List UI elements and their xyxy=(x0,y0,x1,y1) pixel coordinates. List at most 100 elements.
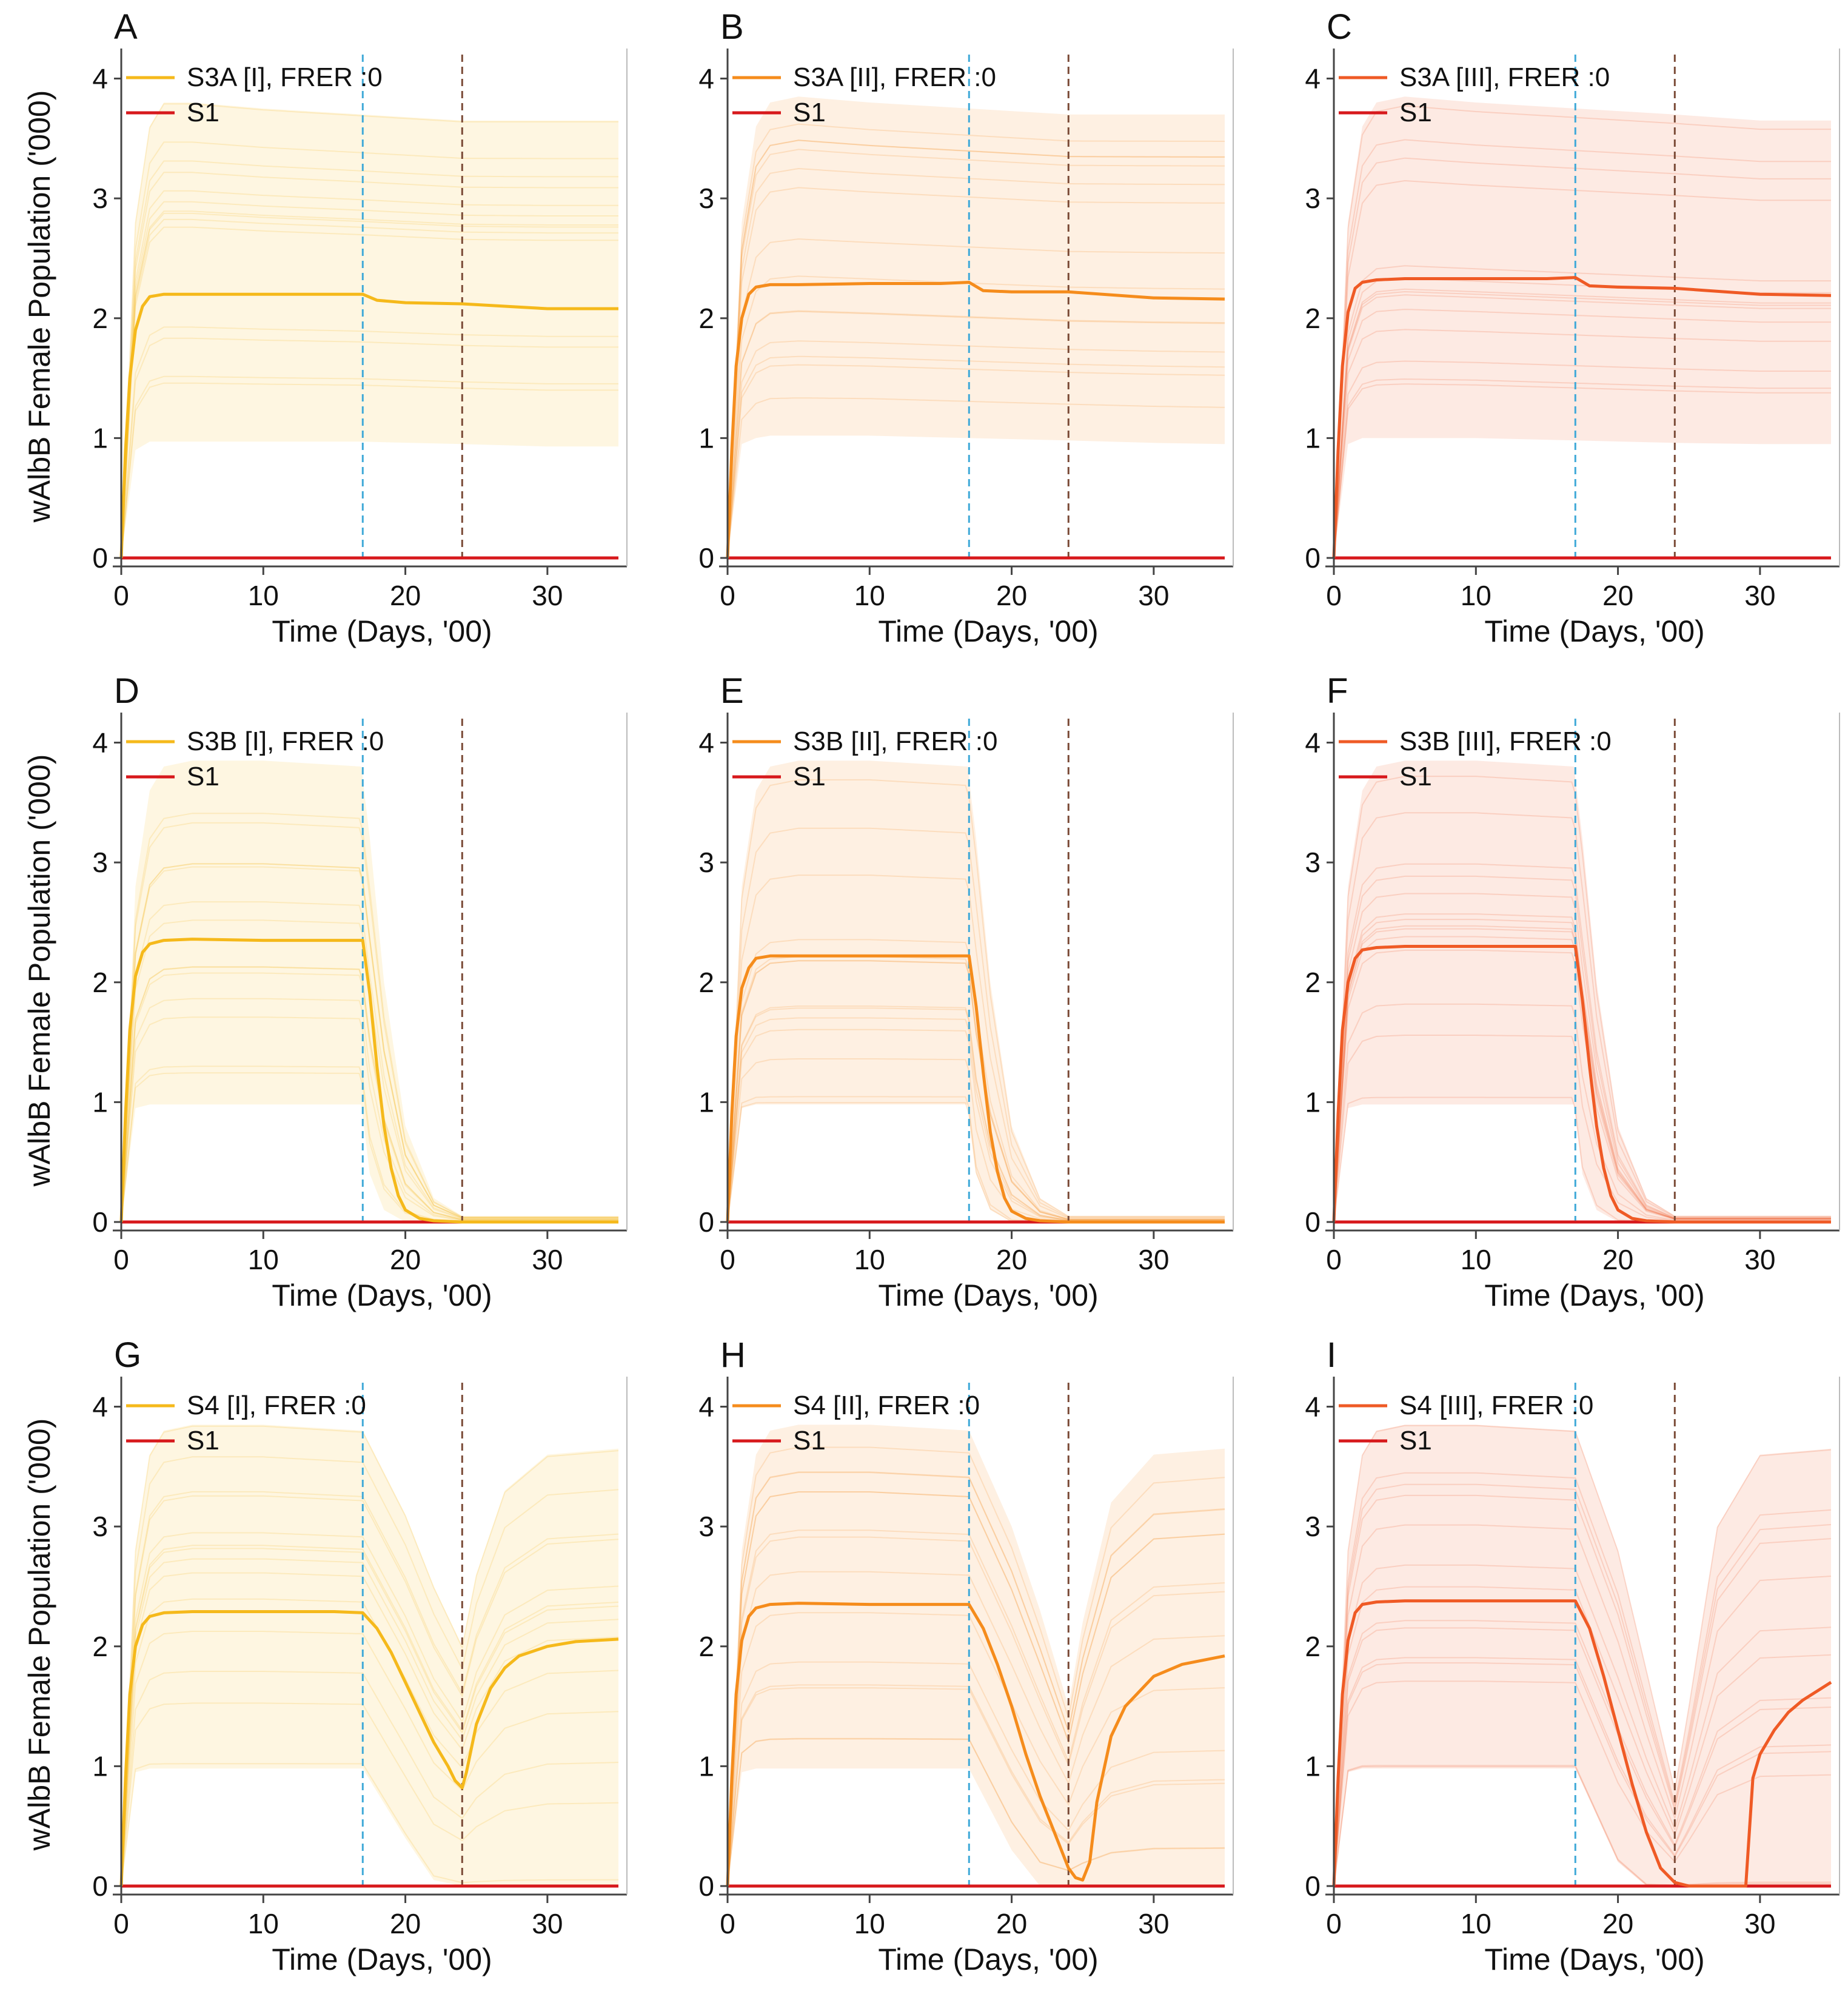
x-axis-label: Time (Days, '00) xyxy=(1484,1278,1704,1312)
run-trace xyxy=(1333,1620,1832,1887)
panel-letter: E xyxy=(720,671,744,711)
run-trace xyxy=(121,1456,619,1887)
run-trace xyxy=(121,103,618,559)
run-trace xyxy=(121,218,618,559)
run-trace xyxy=(727,187,1225,559)
x-tick-label: 30 xyxy=(532,1908,563,1939)
x-tick-label: 20 xyxy=(390,580,421,611)
x-tick-label: 0 xyxy=(113,1244,129,1275)
mean-line xyxy=(1332,1599,1832,1888)
run-trace xyxy=(727,364,1225,559)
y-tick-label: 4 xyxy=(92,63,108,95)
x-tick-label: 20 xyxy=(1602,1908,1633,1939)
y-tick-label: 4 xyxy=(698,727,714,759)
legend: S3A [II], FRER :0 S1 xyxy=(732,62,996,127)
y-tick-label: 4 xyxy=(1305,727,1321,759)
run-trace xyxy=(1333,1494,1832,1887)
legend-label-s1: S1 xyxy=(793,762,826,791)
panel-letter: C xyxy=(1327,7,1352,47)
y-tick-label: 0 xyxy=(1305,1206,1321,1238)
x-tick-label: 20 xyxy=(996,1244,1027,1275)
run-trace xyxy=(727,1737,1225,1887)
x-tick-label: 10 xyxy=(248,580,279,611)
run-trace xyxy=(727,355,1225,559)
y-tick-label: 0 xyxy=(698,542,714,574)
panel-a: A 0 1 2 3 4 0 10 20 30 Time (Days, '00) wAlbB Femal… xyxy=(22,7,628,648)
legend: S3A [III], FRER :0 S1 xyxy=(1339,62,1610,127)
mean-line xyxy=(119,292,618,559)
y-tick-label: 3 xyxy=(1305,183,1321,214)
y-tick-label: 3 xyxy=(92,183,108,214)
run-trace xyxy=(1333,949,1831,1223)
run-trace xyxy=(121,1548,619,1887)
y-tick-label: 1 xyxy=(1305,1086,1321,1118)
run-trace xyxy=(727,779,1225,1223)
run-trace xyxy=(1333,157,1831,559)
run-trace xyxy=(727,1536,1225,1887)
run-trace xyxy=(727,1005,1225,1223)
mean-line xyxy=(1332,276,1832,559)
y-tick-label: 3 xyxy=(92,1511,108,1542)
run-trace xyxy=(727,149,1225,559)
run-trace xyxy=(1333,1564,1832,1887)
run-trace xyxy=(121,1631,619,1887)
y-tick-label: 4 xyxy=(698,63,714,95)
y-tick-label: 3 xyxy=(698,847,714,878)
legend: S3A [I], FRER :0 S1 xyxy=(126,62,383,127)
run-trace xyxy=(727,1472,1225,1887)
panel-i: I 0 1 2 3 4 0 10 20 30 Time (Days, '00) S4 [III], F… xyxy=(1305,1335,1840,1976)
x-tick-label: 0 xyxy=(113,580,129,611)
run-trace xyxy=(727,1007,1225,1223)
mean-line xyxy=(1332,945,1831,1224)
y-axis-label: wAlbB Female Population ('000) xyxy=(22,90,56,523)
run-trace xyxy=(1333,360,1831,559)
y-tick-label: 3 xyxy=(698,1511,714,1542)
legend-label-s1: S1 xyxy=(1399,98,1432,127)
y-tick-label: 1 xyxy=(698,1086,714,1118)
legend-label-s1: S1 xyxy=(1399,762,1432,791)
run-trace xyxy=(1333,1765,1831,1887)
x-tick-label: 10 xyxy=(854,1244,885,1275)
run-trace xyxy=(121,998,618,1223)
run-trace xyxy=(727,311,1225,559)
run-trace xyxy=(727,139,1225,559)
run-trace xyxy=(727,874,1225,1223)
x-axis-label: Time (Days, '00) xyxy=(878,1942,1098,1976)
run-trace xyxy=(121,375,618,559)
mean-line xyxy=(726,954,1225,1224)
x-tick-label: 20 xyxy=(1602,1244,1633,1275)
panel-letter: D xyxy=(114,671,139,711)
x-tick-label: 0 xyxy=(1326,1908,1342,1939)
run-trace xyxy=(121,972,618,1223)
run-trace xyxy=(1333,329,1831,559)
y-tick-label: 2 xyxy=(698,967,714,998)
legend: S3B [III], FRER :0 S1 xyxy=(1339,727,1612,791)
legend-label-s1: S1 xyxy=(187,1426,219,1455)
y-tick-label: 1 xyxy=(92,1086,108,1118)
run-trace xyxy=(1333,1472,1832,1887)
x-tick-label: 20 xyxy=(390,1908,421,1939)
x-tick-label: 30 xyxy=(1138,1244,1169,1275)
run-trace xyxy=(1333,1586,1832,1887)
y-tick-label: 2 xyxy=(1305,967,1321,998)
x-axis-label: Time (Days, '00) xyxy=(272,614,492,648)
run-trace xyxy=(1333,290,1831,559)
y-tick-label: 1 xyxy=(92,422,108,454)
legend-label-scenario: S4 [II], FRER :0 xyxy=(793,1391,980,1420)
run-trace xyxy=(121,822,618,1223)
run-trace xyxy=(727,1491,1225,1887)
run-trace xyxy=(121,966,618,1223)
run-trace xyxy=(121,1763,618,1887)
y-tick-label: 3 xyxy=(1305,1511,1321,1542)
run-trace xyxy=(1333,309,1831,559)
run-trace xyxy=(727,1571,1225,1887)
y-tick-label: 4 xyxy=(1305,63,1321,95)
run-trace xyxy=(727,139,1225,559)
panel-b: B 0 1 2 3 4 0 10 20 30 Time (Days, '00) S3A [II], F… xyxy=(698,7,1234,648)
x-tick-label: 10 xyxy=(1461,580,1491,611)
run-trace xyxy=(121,141,618,559)
y-tick-label: 1 xyxy=(1305,1750,1321,1782)
x-axis-label: Time (Days, '00) xyxy=(272,1942,492,1976)
run-trace xyxy=(1333,1766,1831,1887)
run-trace xyxy=(1333,1524,1832,1887)
